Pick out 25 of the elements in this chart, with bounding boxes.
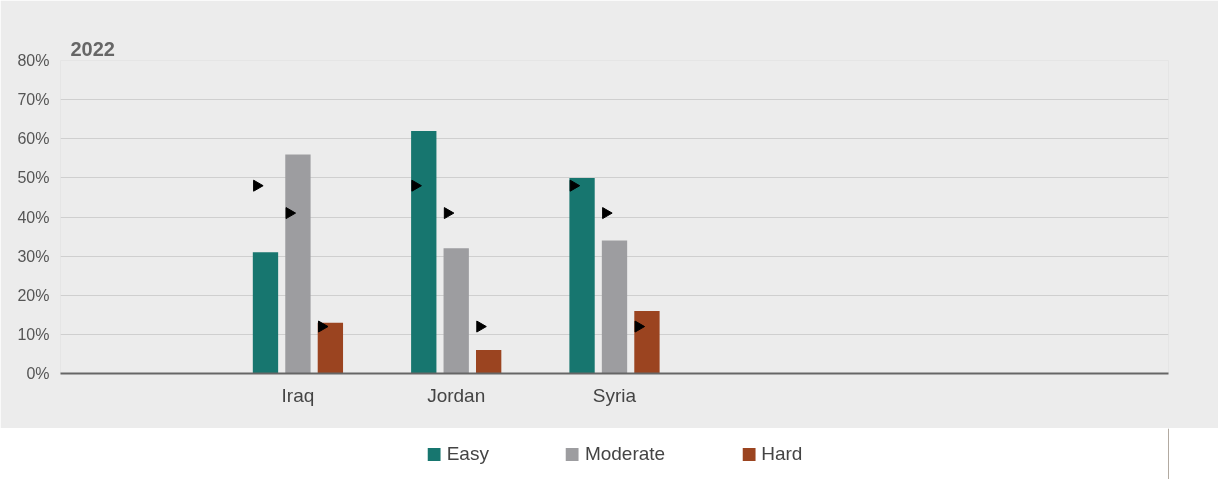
y-tick-label: 50% [17, 169, 50, 187]
y-tick-label: 40% [17, 208, 50, 226]
bar [476, 350, 502, 374]
chart-title: 2022 [70, 37, 115, 60]
y-tick-label: 20% [17, 286, 50, 304]
y-tick-label: 0% [26, 365, 50, 382]
bar [285, 154, 311, 374]
bar [601, 240, 628, 374]
bar [569, 177, 595, 374]
y-tick-label: 30% [17, 247, 50, 265]
bar [443, 248, 469, 374]
legend-label: Hard [761, 442, 803, 465]
y-tick-label: 10% [17, 325, 50, 343]
bar [634, 310, 660, 374]
x-tick-label: Jordan [427, 384, 486, 406]
bar [252, 252, 279, 374]
x-tick-label: Iraq [281, 384, 315, 406]
bar [317, 322, 344, 374]
y-tick-label: 70% [17, 91, 50, 109]
bar [411, 130, 437, 374]
x-tick-label: Syria [592, 384, 637, 406]
legend-label: Easy [446, 442, 489, 465]
y-tick-label: 80% [17, 52, 50, 69]
legend-label: Moderate [584, 442, 666, 465]
y-tick-label: 60% [17, 130, 50, 148]
